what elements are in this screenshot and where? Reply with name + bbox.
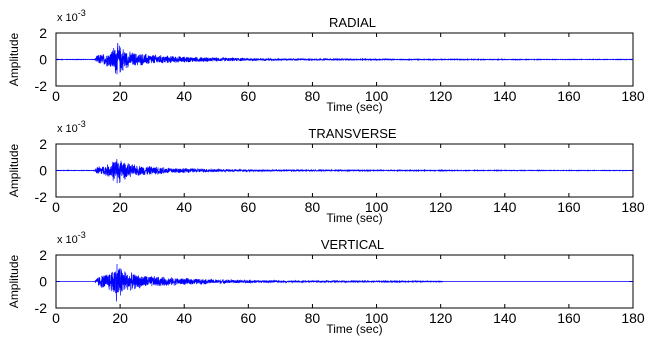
y-tick-label: -2 [35,78,48,94]
waveform-series-line [56,264,633,302]
x-tick-label: 120 [429,199,453,215]
y-tick-label: 2 [39,247,47,263]
x-tick-label: 0 [52,310,60,326]
y-axis-label: Amplitude [7,144,21,198]
x-axis-label: Time (sec) [326,322,382,336]
x-tick-label: 0 [52,88,60,104]
y-tick-label: 0 [39,274,47,290]
x-tick-label: 20 [112,199,128,215]
chart-title: TRANSVERSE [308,126,396,141]
x-tick-label: 160 [557,88,581,104]
x-tick-label: 0 [52,199,60,215]
chart-title: RADIAL [329,15,376,30]
x-tick-label: 40 [176,310,192,326]
x-tick-label: 20 [112,88,128,104]
y-tick-label: 2 [39,136,47,152]
x-tick-label: 80 [305,88,321,104]
x-tick-label: 140 [493,88,517,104]
y-scale-multiplier: x 10-3 [57,119,86,135]
x-tick-label: 100 [365,310,389,326]
y-tick-label: 0 [39,163,47,179]
x-tick-label: 120 [429,88,453,104]
x-tick-label: 160 [557,199,581,215]
x-tick-label: 160 [557,310,581,326]
y-scale-multiplier: x 10-3 [57,8,86,24]
y-scale-multiplier: x 10-3 [57,230,86,246]
y-axis-label: Amplitude [7,33,21,87]
x-tick-label: 140 [493,199,517,215]
x-tick-label: 100 [365,199,389,215]
x-tick-label: 60 [241,310,257,326]
x-tick-label: 40 [176,199,192,215]
waveform-series-line [55,158,634,184]
y-tick-label: -2 [35,189,48,205]
y-tick-label: -2 [35,300,48,316]
x-tick-label: 80 [305,199,321,215]
x-tick-label: 20 [112,310,128,326]
chart-title: VERTICAL [321,237,384,252]
y-axis-label: Amplitude [7,255,21,309]
x-tick-label: 180 [621,310,645,326]
x-tick-label: 100 [365,88,389,104]
panel-transverse: 0 20 40 60 80 100 120 140 160 180-202TRANSVERSEx … [7,119,645,225]
x-tick-label: 120 [429,310,453,326]
y-tick-label: 2 [39,25,47,41]
x-axis-label: Time (sec) [326,100,382,114]
x-tick-label: 180 [621,88,645,104]
x-tick-label: 140 [493,310,517,326]
y-tick-label: 0 [39,52,47,68]
x-tick-label: 60 [241,88,257,104]
waveform-series-line [55,42,634,75]
x-tick-label: 180 [621,199,645,215]
x-tick-label: 80 [305,310,321,326]
x-tick-label: 60 [241,199,257,215]
x-axis-label: Time (sec) [326,211,382,225]
x-tick-label: 40 [176,88,192,104]
